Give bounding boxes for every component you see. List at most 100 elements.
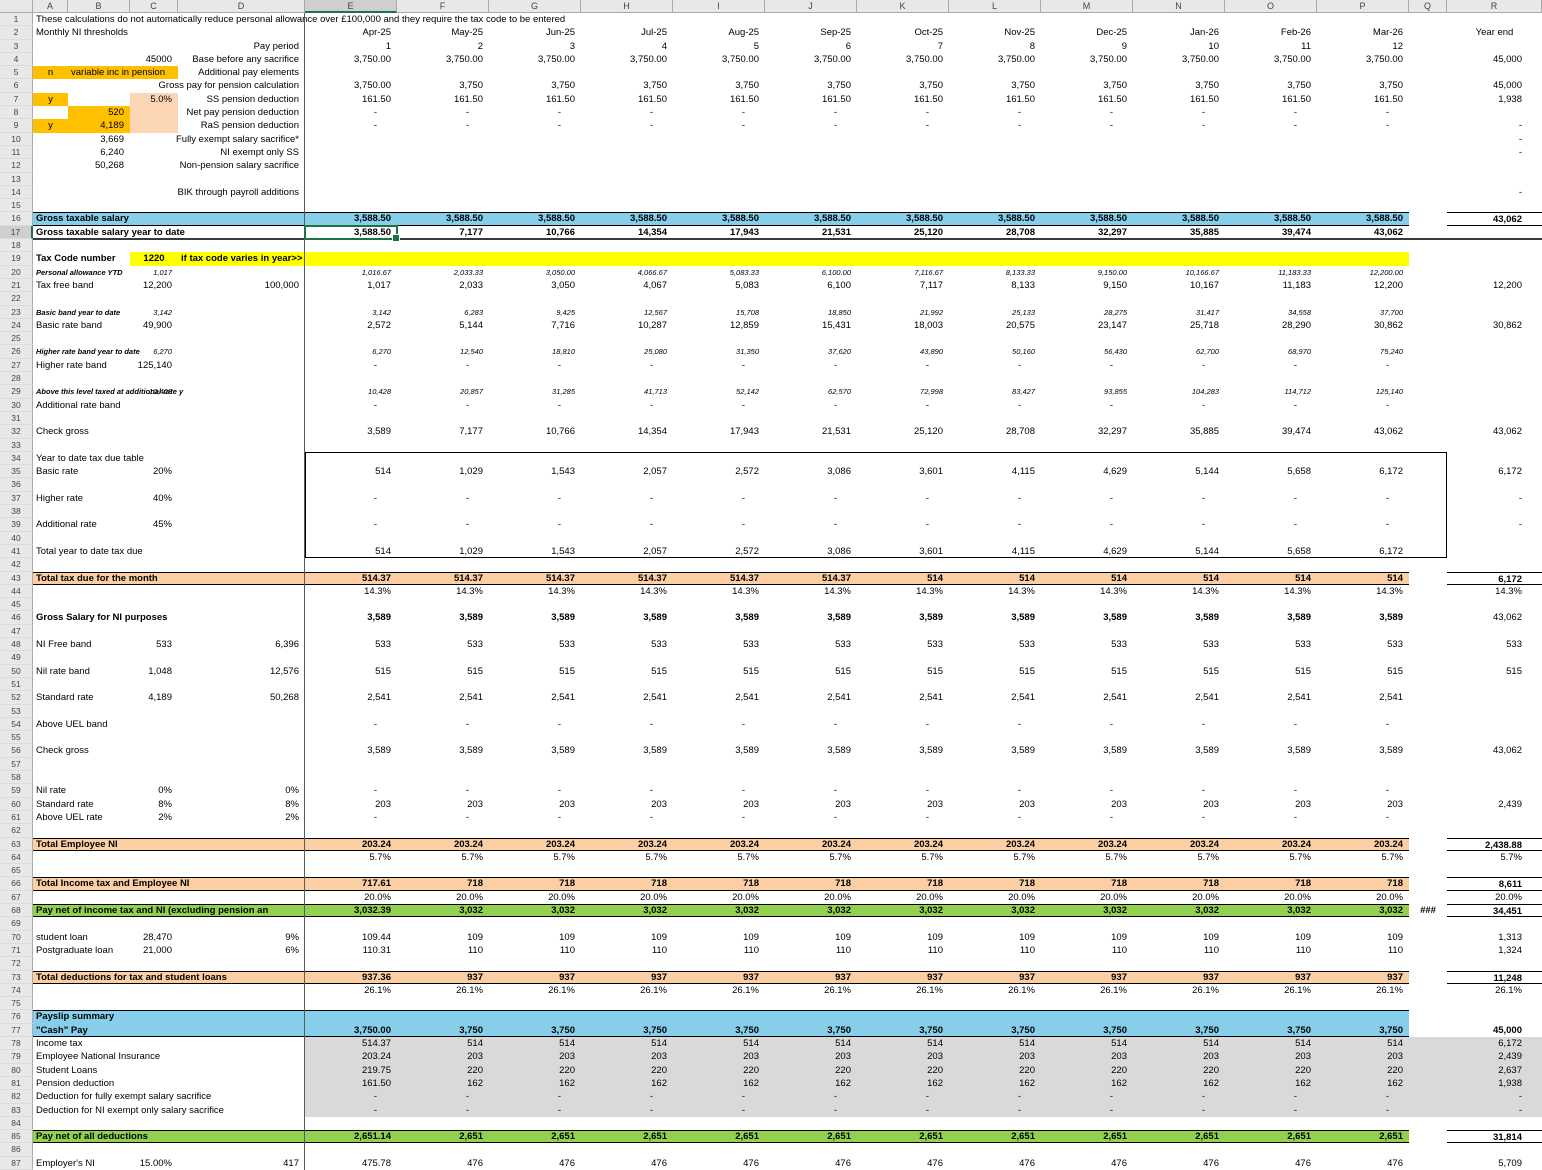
cell-A77[interactable]: "Cash" Pay — [36, 1024, 88, 1036]
row-header-68[interactable]: 68 — [0, 904, 33, 918]
cell-L82[interactable]: - — [1017, 1091, 1021, 1103]
cell-H4[interactable]: 3,750.00 — [630, 53, 667, 65]
cell-I77[interactable]: 3,750 — [735, 1024, 759, 1036]
cell-A54[interactable]: Above UEL band — [36, 718, 108, 730]
cell-O48[interactable]: 533 — [1295, 639, 1311, 651]
cell-H61[interactable]: - — [649, 811, 653, 823]
cell-J81[interactable]: 162 — [835, 1077, 851, 1089]
cell-J48[interactable]: 533 — [835, 639, 851, 651]
cell-R79[interactable]: 2,439 — [1498, 1051, 1522, 1063]
cell-E83[interactable]: - — [373, 1104, 377, 1116]
cell-K20[interactable]: 7,116.67 — [914, 267, 943, 277]
cell-L43[interactable]: 514 — [1019, 572, 1035, 584]
cell-D19[interactable]: if tax code varies in year>> — [181, 253, 303, 265]
cell-I16[interactable]: 3,588.50 — [722, 213, 759, 225]
row-header-44[interactable]: 44 — [0, 584, 33, 599]
col-header-E[interactable]: E — [305, 0, 397, 13]
cell-L35[interactable]: 4,115 — [1011, 466, 1035, 478]
cell-P83[interactable]: - — [1385, 1104, 1389, 1116]
cell-N17[interactable]: 35,885 — [1189, 226, 1219, 238]
cell-L30[interactable]: - — [1017, 399, 1021, 411]
row-header-77[interactable]: 77 — [0, 1023, 33, 1037]
cell-G80[interactable]: 220 — [559, 1064, 575, 1076]
row-header-85[interactable]: 85 — [0, 1130, 33, 1144]
cell-G85[interactable]: 2,651 — [551, 1131, 575, 1143]
cell-I27[interactable]: - — [741, 359, 745, 371]
cell-L81[interactable]: 162 — [1019, 1077, 1035, 1089]
cell-O79[interactable]: 203 — [1295, 1051, 1311, 1063]
cell-M66[interactable]: 718 — [1111, 878, 1127, 890]
cell-E54[interactable]: - — [373, 718, 377, 730]
cell-K24[interactable]: 18,003 — [913, 319, 943, 331]
cell-F46[interactable]: 3,589 — [459, 612, 483, 624]
cell-C70[interactable]: 28,470 — [142, 931, 172, 943]
cell-A50[interactable]: Nil rate band — [36, 665, 90, 677]
cell-L59[interactable]: - — [1017, 785, 1021, 797]
cell-J80[interactable]: 220 — [835, 1064, 851, 1076]
cell-L17[interactable]: 28,708 — [1005, 226, 1035, 238]
cell-M78[interactable]: 514 — [1111, 1038, 1127, 1049]
cell-J60[interactable]: 203 — [835, 798, 851, 810]
cell-O8[interactable]: - — [1293, 107, 1297, 119]
row-header-35[interactable]: 35 — [0, 465, 33, 479]
cell-E21[interactable]: 1,017 — [367, 279, 391, 291]
cell-P20[interactable]: 12,200.00 — [1369, 267, 1403, 277]
cell-K39[interactable]: - — [925, 519, 929, 531]
cell-H26[interactable]: 25,080 — [644, 347, 667, 357]
cell-N74[interactable]: 26.1% — [1192, 984, 1219, 996]
row-header-47[interactable]: 47 — [0, 624, 33, 639]
cell-A68[interactable]: Pay net of income tax and NI (excluding … — [36, 905, 269, 917]
cell-P4[interactable]: 3,750.00 — [1366, 53, 1403, 65]
cell-O21[interactable]: 11,183 — [1282, 279, 1311, 291]
cell-M26[interactable]: 56,430 — [1104, 347, 1127, 357]
cell-F4[interactable]: 3,750.00 — [446, 53, 483, 65]
cell-F20[interactable]: 2,033.33 — [453, 267, 483, 277]
cell-G8[interactable]: - — [557, 107, 561, 119]
cell-F83[interactable]: - — [465, 1104, 469, 1116]
cell-A73[interactable]: Total deductions for tax and student loa… — [36, 971, 227, 983]
cell-N8[interactable]: - — [1201, 107, 1205, 119]
cell-N73[interactable]: 937 — [1203, 971, 1219, 983]
cell-M35[interactable]: 4,629 — [1103, 466, 1127, 478]
cell-K29[interactable]: 72,998 — [920, 387, 943, 397]
row-header-28[interactable]: 28 — [0, 372, 33, 386]
cell-M27[interactable]: - — [1109, 359, 1113, 371]
cell-N79[interactable]: 203 — [1203, 1051, 1219, 1063]
row-header-29[interactable]: 29 — [0, 385, 33, 399]
row-header-36[interactable]: 36 — [0, 478, 33, 492]
cell-G56[interactable]: 3,589 — [551, 745, 575, 757]
cell-L78[interactable]: 514 — [1019, 1038, 1035, 1049]
cell-O20[interactable]: 11,183.33 — [1278, 267, 1311, 277]
cell-D70[interactable]: 9% — [285, 931, 299, 943]
cell-G21[interactable]: 3,050 — [551, 279, 575, 291]
row-header-42[interactable]: 42 — [0, 558, 33, 572]
cell-H46[interactable]: 3,589 — [643, 612, 667, 624]
cell-L80[interactable]: 220 — [1019, 1064, 1035, 1076]
cell-I83[interactable]: - — [741, 1104, 745, 1116]
cell-A5[interactable]: n — [33, 66, 68, 80]
cell-P74[interactable]: 26.1% — [1376, 984, 1403, 996]
cell-G30[interactable]: - — [557, 399, 561, 411]
cell-A60[interactable]: Standard rate — [36, 798, 94, 810]
cell-A32[interactable]: Check gross — [36, 426, 89, 438]
cell-M16[interactable]: 3,588.50 — [1090, 213, 1127, 225]
row-header-63[interactable]: 63 — [0, 837, 33, 851]
col-header-G[interactable]: G — [489, 0, 581, 13]
cell-G6[interactable]: 3,750 — [551, 80, 575, 92]
row-header-12[interactable]: 12 — [0, 159, 33, 173]
cell-F52[interactable]: 2,541 — [459, 692, 483, 704]
cell-I2[interactable]: Aug-25 — [728, 27, 759, 39]
cell-C71[interactable]: 21,000 — [142, 944, 172, 956]
cell-N87[interactable]: 476 — [1203, 1157, 1219, 1169]
row-header-9[interactable]: 9 — [0, 119, 33, 133]
cell-M61[interactable]: - — [1109, 811, 1113, 823]
cell-J78[interactable]: 514 — [835, 1038, 851, 1049]
row-header-81[interactable]: 81 — [0, 1076, 33, 1091]
cell-A26[interactable]: Higher rate band year to date — [36, 347, 140, 357]
cell-M79[interactable]: 203 — [1111, 1051, 1127, 1063]
cell-E39[interactable]: - — [373, 519, 377, 531]
cell-E6[interactable]: 3,750.00 — [354, 80, 391, 92]
cell-H17[interactable]: 14,354 — [637, 226, 667, 238]
cell-F16[interactable]: 3,588.50 — [446, 213, 483, 225]
cell-G7[interactable]: 161.50 — [545, 93, 575, 105]
